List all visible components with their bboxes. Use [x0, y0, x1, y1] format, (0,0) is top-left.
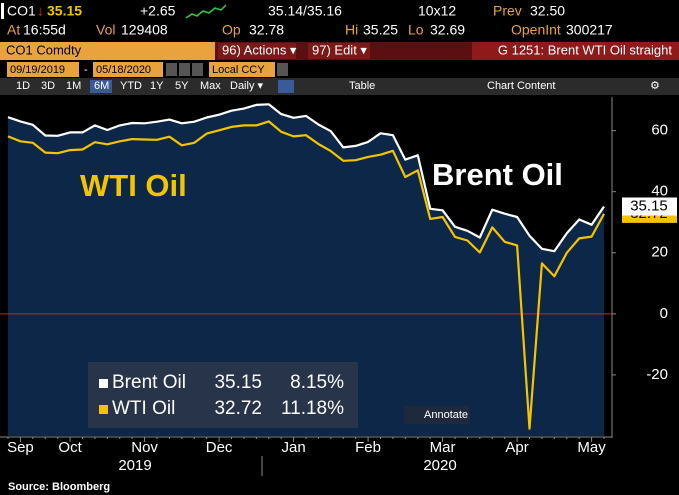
line-icon[interactable]: [278, 80, 294, 93]
period[interactable]: 1M: [66, 80, 81, 92]
currency-box[interactable]: [209, 62, 275, 77]
prev-label: Prev: [493, 3, 522, 19]
edit: 97) Edit ▾: [312, 42, 367, 57]
actions-button[interactable]: [218, 43, 296, 59]
low: 32.69: [430, 22, 465, 38]
price-flag: [622, 197, 677, 216]
high: 35.25: [363, 22, 398, 38]
selected-period: [90, 80, 112, 93]
y-tick-label: -20: [646, 366, 668, 383]
page-box: [472, 42, 679, 60]
legend-change: 11.18%: [281, 398, 344, 419]
time: 16:55d: [23, 22, 66, 38]
x-group-label: 2020: [423, 457, 456, 474]
dropdown[interactable]: [277, 63, 288, 76]
annotation: WTI Oil: [80, 168, 187, 203]
end-date-box[interactable]: [93, 62, 163, 77]
source: Source: Bloomberg: [8, 481, 110, 493]
line: [7, 103, 605, 253]
prev: 32.50: [530, 3, 565, 19]
legend-label: Brent Oil: [112, 372, 186, 393]
x-tick-label: Oct: [58, 439, 82, 456]
table[interactable]: Table: [349, 80, 375, 92]
periods: 1D 3D 1M 6M YTD 1Y 5Y Max: [16, 80, 221, 93]
chart-content[interactable]: Chart Content: [487, 80, 555, 92]
open: 32.78: [249, 22, 284, 38]
edit-button[interactable]: [308, 43, 370, 59]
sparkline: [185, 4, 227, 19]
line: [7, 120, 605, 430]
x-tick-label: Sep: [7, 439, 34, 456]
oi: 300217: [566, 22, 613, 38]
x-tick-label: Jan: [281, 439, 305, 456]
annotate-button[interactable]: [404, 406, 470, 424]
nav-button[interactable]: [192, 63, 203, 76]
range-separator: -: [84, 64, 88, 76]
legend-swatch: [99, 405, 108, 414]
period[interactable]: 3D: [41, 80, 55, 92]
nav-button[interactable]: [166, 63, 177, 76]
ticker: CO1: [7, 3, 36, 19]
legend-swatch: [99, 379, 108, 388]
legend-last: 35.15: [214, 372, 262, 393]
bid-ask: 35.14/35.16: [268, 3, 342, 19]
time-label: At: [7, 22, 20, 38]
direction: ↓: [37, 3, 44, 19]
annotation: Brent Oil: [432, 157, 563, 192]
x-tick-label: Feb: [355, 439, 381, 456]
x-tick-label: Apr: [505, 439, 528, 456]
frequency[interactable]: Daily ▾: [230, 80, 264, 92]
last-price: 35.15: [47, 3, 82, 19]
x-tick-label: May: [577, 439, 606, 456]
toolbar: [0, 78, 679, 95]
end-date: 05/18/2020: [96, 64, 151, 76]
y-tick-label: 0: [660, 305, 668, 322]
legend-last: 32.72: [214, 398, 262, 419]
annotate-label: Annotate: [424, 409, 468, 421]
cursor-bar: [1, 3, 4, 19]
legend-change: 8.15%: [290, 372, 344, 393]
chart: -20 0 20 40 60 Sep Oct Nov Dec Jan Feb Mar Apr May 201…: [0, 97, 677, 476]
period[interactable]: 5Y: [175, 80, 189, 92]
x-tick-label: Nov: [131, 439, 158, 456]
x-tick-label: Mar: [430, 439, 456, 456]
nav-button[interactable]: [179, 63, 190, 76]
x-tick-label: Dec: [206, 439, 233, 456]
size: 10x12: [418, 3, 456, 19]
period[interactable]: 6M: [94, 80, 109, 92]
start-date: 09/19/2019: [10, 64, 65, 76]
settings-icon[interactable]: ⚙: [650, 80, 660, 92]
x-group-label: 2019: [118, 457, 151, 474]
y-tick-label: 60: [651, 122, 668, 139]
legend-box: [88, 362, 358, 428]
period[interactable]: Max: [200, 80, 221, 92]
legend-label: WTI Oil: [112, 398, 175, 419]
page-title: G 1251: Brent WTI Oil straight: [498, 42, 673, 57]
security: CO1 Comdty: [6, 42, 82, 57]
high-label: Hi: [345, 22, 358, 38]
open-label: Op: [222, 22, 241, 38]
y-tick-label: 40: [651, 183, 668, 200]
vol: 129408: [121, 22, 168, 38]
price-flag-label: 35.15: [630, 197, 668, 214]
oi-label: OpenInt: [511, 22, 561, 38]
actions: 96) Actions ▾: [222, 42, 297, 57]
period[interactable]: YTD: [120, 80, 142, 92]
security-box[interactable]: [0, 42, 215, 60]
period[interactable]: 1D: [16, 80, 30, 92]
low-label: Lo: [408, 22, 424, 38]
y-tick-label: 20: [651, 244, 668, 261]
area: [8, 104, 604, 437]
net-change: +2.65: [140, 3, 176, 19]
vol-label: Vol: [96, 22, 115, 38]
start-date-box[interactable]: [7, 62, 79, 77]
period[interactable]: 1Y: [150, 80, 164, 92]
currency: Local CCY: [212, 64, 265, 76]
